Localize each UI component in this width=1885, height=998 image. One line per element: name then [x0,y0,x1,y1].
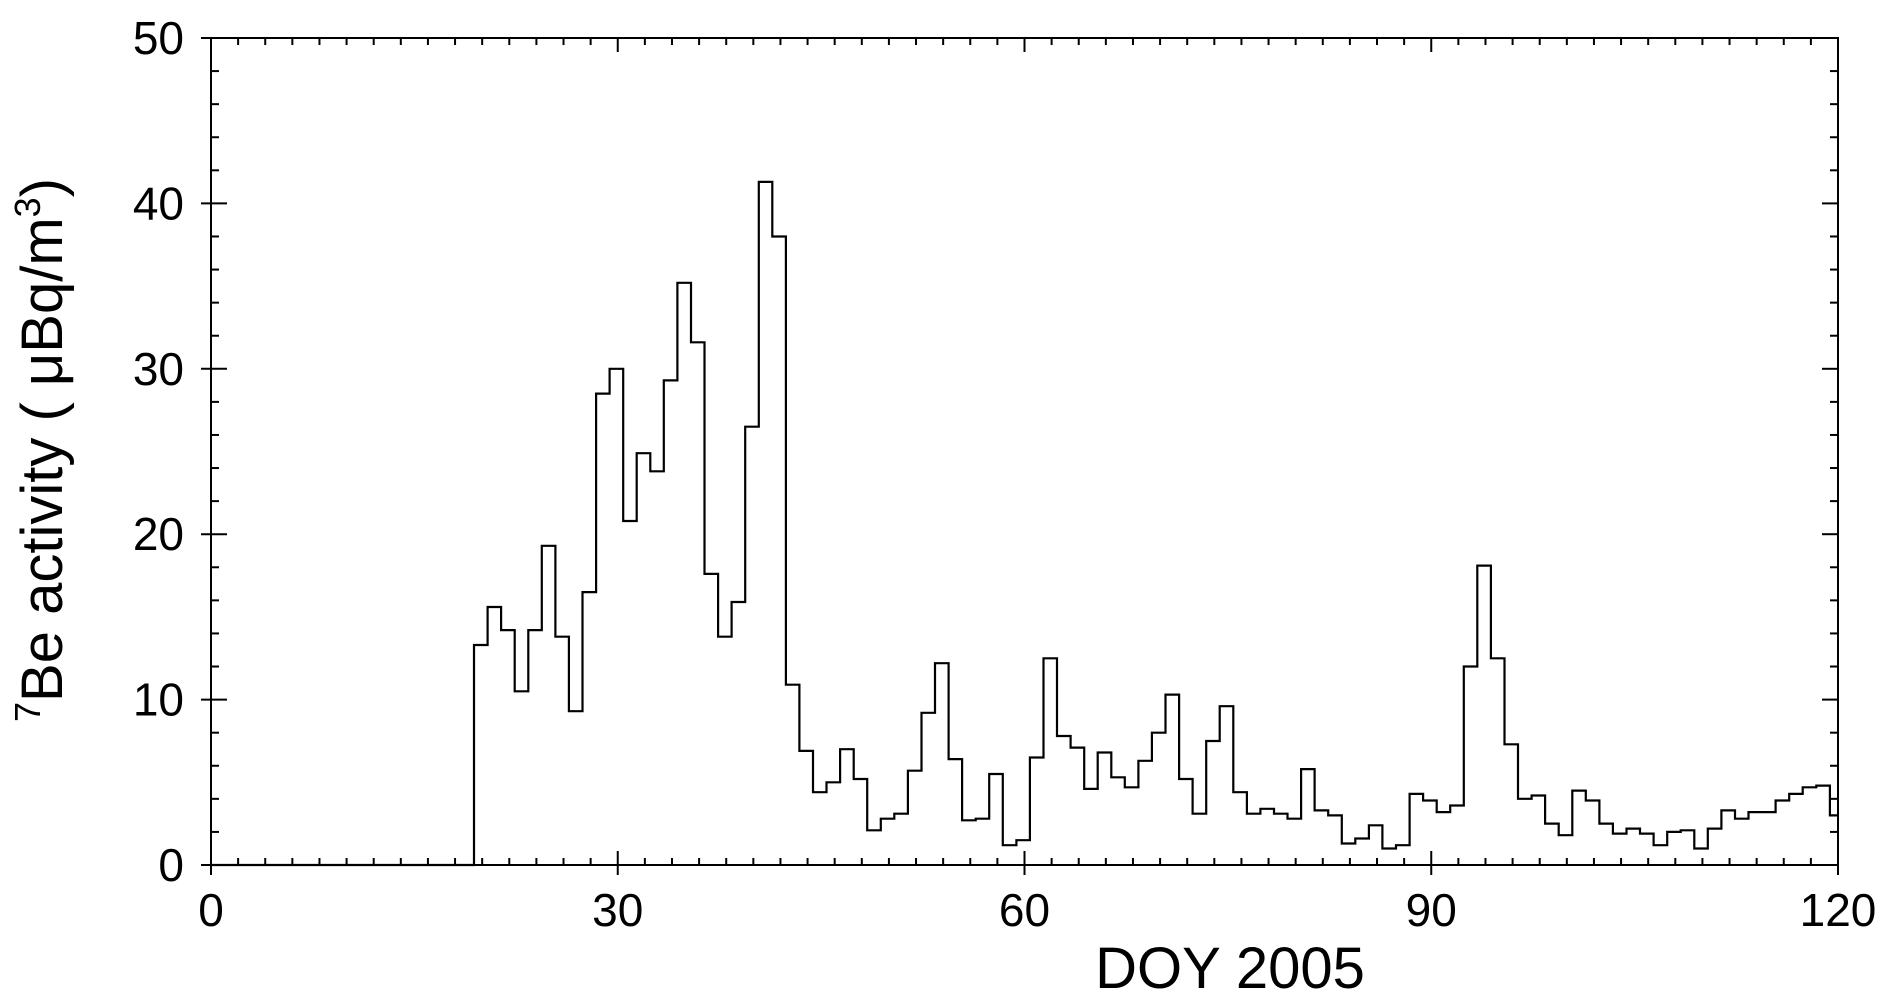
y-tick-labels: 0 10 20 30 40 50 [133,12,184,891]
x-tick-label: 0 [198,884,224,936]
y-axis-title-close: ) [10,178,75,197]
y-axis-title-unit-superscript: 3 [7,197,48,217]
y-tick-label: 30 [133,343,184,395]
x-tick-label: 120 [1800,884,1877,936]
x-tick-label: 90 [1406,884,1457,936]
y-axis-title: 7Be activity ( μBq/m3) [7,178,75,722]
series-step-line [211,180,1838,867]
x-tick-labels: 0 30 60 90 120 [198,884,1876,936]
y-axis-title-main: Be activity ( μBq/m [10,217,75,702]
y-tick-label: 10 [133,674,184,726]
y-tick-label: 50 [133,12,184,64]
plot-border [210,37,1839,866]
x-tick-label: 60 [999,884,1050,936]
y-tick-label: 20 [133,508,184,560]
x-tick-label: 30 [592,884,643,936]
major-ticks [201,37,1839,875]
x-axis-title: DOY 2005 [1095,936,1365,998]
y-tick-label: 0 [158,839,184,891]
plot-frame [210,37,1839,866]
y-axis-title-isotope-superscript: 7 [7,702,48,722]
minor-ticks [211,38,1838,865]
y-tick-label: 40 [133,177,184,229]
